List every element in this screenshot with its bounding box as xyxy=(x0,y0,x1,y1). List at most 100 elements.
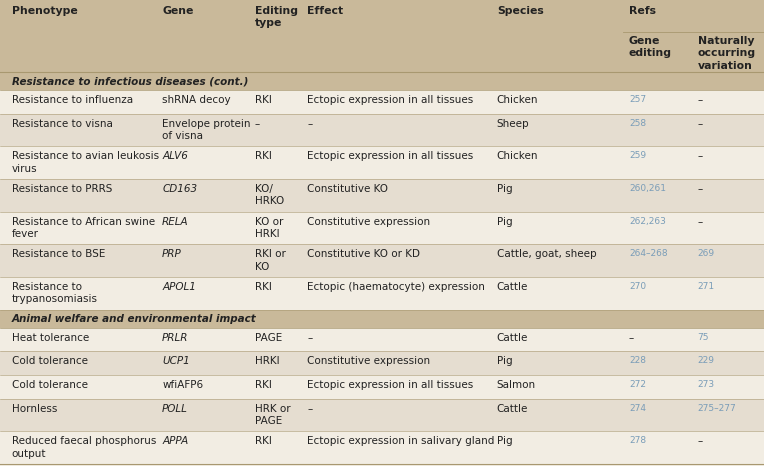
Text: RKI or
KO: RKI or KO xyxy=(254,249,286,272)
Bar xyxy=(0,328,764,351)
Text: Phenotype: Phenotype xyxy=(11,6,77,16)
Bar xyxy=(0,375,764,399)
Text: HRKI: HRKI xyxy=(254,356,279,366)
Text: –: – xyxy=(307,333,312,343)
Text: POLL: POLL xyxy=(162,404,188,414)
Text: Resistance to
trypanosomiasis: Resistance to trypanosomiasis xyxy=(11,282,98,304)
Text: UCP1: UCP1 xyxy=(162,356,190,366)
Text: Pig: Pig xyxy=(497,436,513,446)
Text: 271: 271 xyxy=(698,282,715,291)
Text: –: – xyxy=(629,333,634,343)
Text: –: – xyxy=(307,404,312,414)
Text: HRK or
PAGE: HRK or PAGE xyxy=(254,404,290,426)
Text: 259: 259 xyxy=(629,151,646,160)
Bar xyxy=(0,90,764,114)
Text: APOL1: APOL1 xyxy=(162,282,196,292)
Bar xyxy=(0,244,764,277)
Text: Cold tolerance: Cold tolerance xyxy=(11,356,88,366)
Text: Ectopic expression in salivary gland: Ectopic expression in salivary gland xyxy=(307,436,494,446)
Text: Cattle: Cattle xyxy=(497,282,528,292)
Text: Gene
editing: Gene editing xyxy=(629,36,672,58)
Text: RKI: RKI xyxy=(254,380,271,390)
Text: 257: 257 xyxy=(629,95,646,104)
Text: Cattle, goat, sheep: Cattle, goat, sheep xyxy=(497,249,597,260)
Text: Pig: Pig xyxy=(497,217,513,227)
Text: Resistance to infectious diseases (cont.): Resistance to infectious diseases (cont.… xyxy=(11,76,248,86)
Text: 229: 229 xyxy=(698,356,714,365)
Text: KO/
HRKO: KO/ HRKO xyxy=(254,184,284,206)
Bar xyxy=(0,146,764,179)
Text: ALV6: ALV6 xyxy=(162,151,188,161)
Text: Pig: Pig xyxy=(497,184,513,194)
Text: 258: 258 xyxy=(629,119,646,128)
Bar xyxy=(0,114,764,146)
Text: 274: 274 xyxy=(629,404,646,413)
Text: 262,263: 262,263 xyxy=(629,217,666,226)
Text: Heat tolerance: Heat tolerance xyxy=(11,333,89,343)
Text: Cattle: Cattle xyxy=(497,333,528,343)
Text: Cattle: Cattle xyxy=(497,404,528,414)
Text: Pig: Pig xyxy=(497,356,513,366)
Text: APPA: APPA xyxy=(162,436,189,446)
Text: Resistance to African swine
fever: Resistance to African swine fever xyxy=(11,217,155,239)
Text: CD163: CD163 xyxy=(162,184,197,194)
Text: Refs: Refs xyxy=(629,6,656,16)
Text: KO or
HRKI: KO or HRKI xyxy=(254,217,283,239)
Text: Reduced faecal phosphorus
output: Reduced faecal phosphorus output xyxy=(11,436,156,459)
Text: Resistance to BSE: Resistance to BSE xyxy=(11,249,105,260)
Text: –: – xyxy=(698,119,703,129)
Text: Constitutive KO: Constitutive KO xyxy=(307,184,388,194)
Text: 270: 270 xyxy=(629,282,646,291)
Text: Animal welfare and environmental impact: Animal welfare and environmental impact xyxy=(11,314,257,324)
Text: 260,261: 260,261 xyxy=(629,184,666,193)
Text: Cold tolerance: Cold tolerance xyxy=(11,380,88,390)
Text: Constitutive expression: Constitutive expression xyxy=(307,356,430,366)
Bar xyxy=(0,72,764,90)
Text: RKI: RKI xyxy=(254,151,271,161)
Text: Ectopic expression in all tissues: Ectopic expression in all tissues xyxy=(307,151,474,161)
Text: Ectopic expression in all tissues: Ectopic expression in all tissues xyxy=(307,380,474,390)
Text: Effect: Effect xyxy=(307,6,344,16)
Text: Ectopic (haematocyte) expression: Ectopic (haematocyte) expression xyxy=(307,282,485,292)
Text: 264–268: 264–268 xyxy=(629,249,668,259)
Text: Envelope protein
of visna: Envelope protein of visna xyxy=(162,119,251,141)
Text: –: – xyxy=(698,436,703,446)
Text: Constitutive expression: Constitutive expression xyxy=(307,217,430,227)
Text: Ectopic expression in all tissues: Ectopic expression in all tissues xyxy=(307,95,474,105)
Bar xyxy=(0,351,764,375)
Text: Resistance to avian leukosis
virus: Resistance to avian leukosis virus xyxy=(11,151,159,174)
Text: 272: 272 xyxy=(629,380,646,389)
Text: 228: 228 xyxy=(629,356,646,365)
Text: Resistance to influenza: Resistance to influenza xyxy=(11,95,133,105)
Text: Naturally
occurring
variation: Naturally occurring variation xyxy=(698,36,756,71)
Bar xyxy=(0,432,764,464)
Bar xyxy=(0,0,764,72)
Text: Resistance to visna: Resistance to visna xyxy=(11,119,112,129)
Text: PRP: PRP xyxy=(162,249,182,260)
Text: Chicken: Chicken xyxy=(497,95,539,105)
Bar xyxy=(0,212,764,244)
Bar xyxy=(0,277,764,310)
Text: 275–277: 275–277 xyxy=(698,404,736,413)
Text: 273: 273 xyxy=(698,380,715,389)
Text: –: – xyxy=(307,119,312,129)
Text: Resistance to PRRS: Resistance to PRRS xyxy=(11,184,112,194)
Text: PAGE: PAGE xyxy=(254,333,282,343)
Text: Hornless: Hornless xyxy=(11,404,57,414)
Text: PRLR: PRLR xyxy=(162,333,189,343)
Text: –: – xyxy=(698,151,703,161)
Text: –: – xyxy=(698,217,703,227)
Text: Salmon: Salmon xyxy=(497,380,536,390)
Text: RKI: RKI xyxy=(254,436,271,446)
Bar xyxy=(0,310,764,328)
Text: 75: 75 xyxy=(698,333,709,342)
Text: –: – xyxy=(698,95,703,105)
Bar xyxy=(0,179,764,212)
Text: RKI: RKI xyxy=(254,95,271,105)
Text: Gene: Gene xyxy=(162,6,193,16)
Text: –: – xyxy=(698,184,703,194)
Text: Constitutive KO or KD: Constitutive KO or KD xyxy=(307,249,420,260)
Text: 278: 278 xyxy=(629,436,646,445)
Text: shRNA decoy: shRNA decoy xyxy=(162,95,231,105)
Text: –: – xyxy=(254,119,260,129)
